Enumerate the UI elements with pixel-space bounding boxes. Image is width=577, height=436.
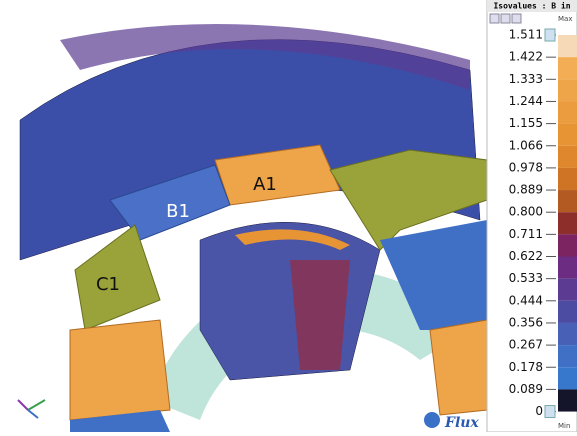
coil-bottom-blue (70, 410, 170, 432)
color-swatch (558, 79, 577, 102)
legend-value: 1.066 (509, 138, 543, 152)
legend-value: 0.978 (509, 160, 543, 174)
tooth-tip (235, 229, 350, 250)
legend-value: 0.711 (509, 227, 543, 241)
sector-top (60, 24, 470, 90)
legend-value: 0.089 (509, 382, 543, 396)
spin-button[interactable] (544, 405, 556, 419)
legend-value: 1.422 (509, 50, 543, 64)
legend-value: 0.533 (509, 271, 543, 285)
color-swatch (558, 278, 577, 301)
label-c1: C1 (96, 274, 120, 295)
color-swatch (558, 256, 577, 279)
legend-value: 1.333 (509, 72, 543, 86)
label-b1: B1 (166, 201, 190, 222)
legend-value: 0.622 (509, 249, 543, 263)
legend-value: 1.511 (509, 28, 543, 42)
color-swatch (558, 167, 577, 191)
legend-title: Isovalues : B in (493, 1, 570, 11)
color-swatch (558, 123, 577, 146)
color-swatch (558, 367, 577, 390)
rotor-tooth (199, 221, 381, 381)
legend-titlebar (487, 0, 577, 12)
color-swatch (558, 212, 577, 235)
legend-value: 0.267 (509, 338, 543, 352)
tool-button[interactable] (511, 13, 522, 24)
coil-right-blue (380, 220, 487, 330)
color-swatch (558, 190, 577, 213)
coil-c1 (74, 224, 161, 331)
tooth-core (290, 260, 350, 370)
logo-text: Flux (444, 415, 479, 431)
axis-triad (17, 399, 46, 419)
color-swatch (558, 57, 577, 80)
legend-value: 1.155 (509, 116, 543, 130)
legend-value: 0.178 (509, 360, 543, 374)
color-swatch (558, 389, 577, 412)
legend-value: 1.244 (509, 94, 543, 108)
legend-min: Min (558, 422, 570, 430)
color-swatch (558, 145, 577, 168)
color-swatch (558, 300, 577, 323)
legend-value: 0.889 (509, 183, 543, 197)
legend-value: 0.356 (509, 315, 543, 329)
legend-max: Max (558, 15, 572, 23)
logo-icon (424, 412, 440, 428)
viewport: A1 B1 C1 Flux (17, 24, 488, 432)
legend-value: 0.800 (509, 205, 543, 219)
color-swatch (558, 345, 577, 368)
legend-value: 0.444 (509, 293, 543, 307)
spin-button[interactable] (544, 28, 556, 42)
coil-bottom-right (429, 319, 488, 416)
coil-bottom-left (69, 319, 171, 421)
coil-a1 (214, 144, 341, 206)
color-swatch (558, 101, 577, 124)
color-swatch (558, 234, 577, 257)
legend-value: 0 (535, 404, 543, 418)
tool-button[interactable] (489, 13, 500, 24)
color-swatch (558, 35, 577, 58)
tool-button[interactable] (500, 13, 511, 24)
coil-b1 (109, 164, 231, 241)
color-swatch (558, 322, 577, 346)
label-a1: A1 (253, 174, 277, 195)
